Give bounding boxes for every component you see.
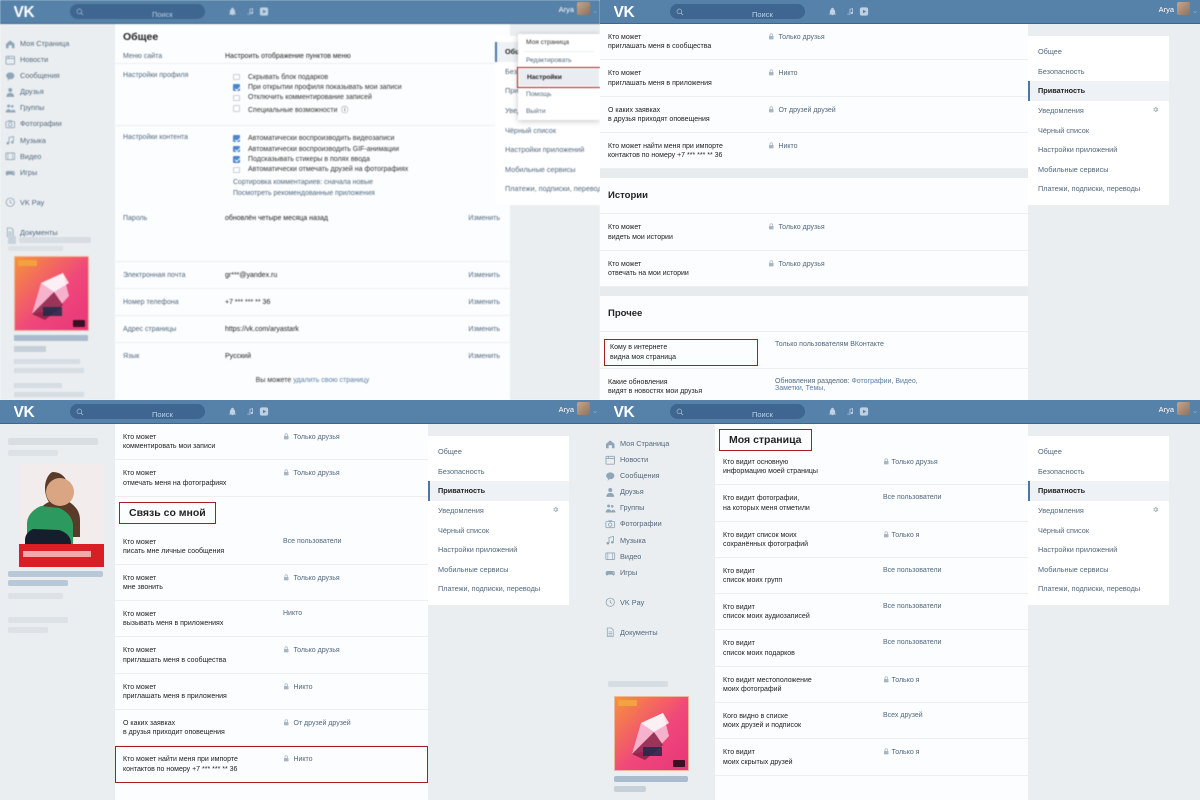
- svg-text:VK: VK: [14, 404, 36, 420]
- svg-text:VK: VK: [614, 404, 636, 420]
- svg-text:VK: VK: [614, 4, 636, 20]
- svg-text:VK: VK: [14, 4, 36, 20]
